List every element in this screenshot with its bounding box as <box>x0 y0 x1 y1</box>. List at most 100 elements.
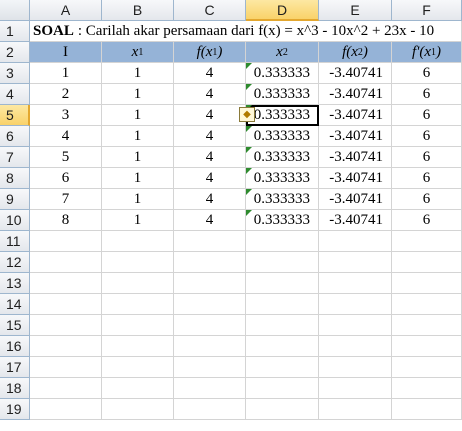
row-header-3[interactable]: 3 <box>0 63 30 84</box>
select-all-corner[interactable] <box>0 0 30 21</box>
cell-i[interactable]: 6 <box>30 168 102 189</box>
cell-fx1[interactable]: 4 <box>174 168 246 189</box>
row-header-2[interactable]: 2 <box>0 42 30 63</box>
cell-dfx1[interactable]: 6 <box>392 210 462 231</box>
empty-cell[interactable] <box>246 399 319 420</box>
cell-x1[interactable]: 1 <box>102 84 174 105</box>
row-header-7[interactable]: 7 <box>0 147 30 168</box>
cell-fx2[interactable]: -3.40741 <box>319 210 392 231</box>
cell-i[interactable]: 4 <box>30 126 102 147</box>
cell-i[interactable]: 8 <box>30 210 102 231</box>
empty-cell[interactable] <box>246 273 319 294</box>
cell-fx2[interactable]: -3.40741 <box>319 147 392 168</box>
cell-dfx1[interactable]: 6 <box>392 63 462 84</box>
cell-x2-active[interactable]: 0.333333 <box>246 105 319 126</box>
cell-i[interactable]: 7 <box>30 189 102 210</box>
empty-cell[interactable] <box>30 399 102 420</box>
row-header-18[interactable]: 18 <box>0 378 30 399</box>
cell-x2[interactable]: 0.333333 <box>246 168 319 189</box>
cell-dfx1[interactable]: 6 <box>392 126 462 147</box>
cell-x1[interactable]: 1 <box>102 168 174 189</box>
empty-cell[interactable] <box>174 231 246 252</box>
cell-x2[interactable]: 0.333333 <box>246 126 319 147</box>
cell-x1[interactable]: 1 <box>102 147 174 168</box>
empty-cell[interactable] <box>392 336 462 357</box>
cell-x1[interactable]: 1 <box>102 189 174 210</box>
cell-fx1[interactable]: 4 <box>174 147 246 168</box>
column-header-d[interactable]: D <box>246 0 319 21</box>
row-header-13[interactable]: 13 <box>0 273 30 294</box>
empty-cell[interactable] <box>102 378 174 399</box>
row-header-8[interactable]: 8 <box>0 168 30 189</box>
empty-cell[interactable] <box>174 273 246 294</box>
empty-cell[interactable] <box>30 231 102 252</box>
row-header-12[interactable]: 12 <box>0 252 30 273</box>
empty-cell[interactable] <box>174 336 246 357</box>
cell-fx2[interactable]: -3.40741 <box>319 63 392 84</box>
column-header-f[interactable]: F <box>392 0 462 21</box>
empty-cell[interactable] <box>319 294 392 315</box>
row-header-17[interactable]: 17 <box>0 357 30 378</box>
empty-cell[interactable] <box>319 336 392 357</box>
empty-cell[interactable] <box>174 357 246 378</box>
empty-cell[interactable] <box>246 315 319 336</box>
cell-x1[interactable]: 1 <box>102 126 174 147</box>
row-header-10[interactable]: 10 <box>0 210 30 231</box>
empty-cell[interactable] <box>392 273 462 294</box>
empty-cell[interactable] <box>30 252 102 273</box>
cell-fx1[interactable]: 4 <box>174 63 246 84</box>
empty-cell[interactable] <box>102 315 174 336</box>
cell-fx1[interactable]: 4 ◆ <box>174 105 255 126</box>
cell-fx2[interactable]: -3.40741 <box>319 189 392 210</box>
cell-fx2[interactable]: -3.40741 <box>319 105 392 126</box>
cell-fx1[interactable]: 4 <box>174 210 246 231</box>
empty-cell[interactable] <box>102 357 174 378</box>
empty-cell[interactable] <box>392 252 462 273</box>
empty-cell[interactable] <box>30 357 102 378</box>
empty-cell[interactable] <box>319 399 392 420</box>
empty-cell[interactable] <box>30 315 102 336</box>
empty-cell[interactable] <box>30 294 102 315</box>
empty-cell[interactable] <box>102 336 174 357</box>
empty-cell[interactable] <box>102 231 174 252</box>
row-header-19[interactable]: 19 <box>0 399 30 420</box>
empty-cell[interactable] <box>30 378 102 399</box>
empty-cell[interactable] <box>392 294 462 315</box>
empty-cell[interactable] <box>319 252 392 273</box>
empty-cell[interactable] <box>102 273 174 294</box>
header-i[interactable]: I <box>30 42 102 63</box>
empty-cell[interactable] <box>392 399 462 420</box>
row-header-6[interactable]: 6 <box>0 126 30 147</box>
cell-dfx1[interactable]: 6 <box>392 168 462 189</box>
row-header-15[interactable]: 15 <box>0 315 30 336</box>
empty-cell[interactable] <box>246 252 319 273</box>
cell-i[interactable]: 2 <box>30 84 102 105</box>
empty-cell[interactable] <box>174 294 246 315</box>
empty-cell[interactable] <box>392 378 462 399</box>
empty-cell[interactable] <box>30 336 102 357</box>
cell-fx1[interactable]: 4 <box>174 189 246 210</box>
header-fx2[interactable]: f(x 2) <box>319 42 392 63</box>
row-header-9[interactable]: 9 <box>0 189 30 210</box>
empty-cell[interactable] <box>102 294 174 315</box>
cell-fx1[interactable]: 4 <box>174 84 246 105</box>
column-header-b[interactable]: B <box>102 0 174 21</box>
empty-cell[interactable] <box>246 378 319 399</box>
empty-cell[interactable] <box>392 231 462 252</box>
cell-i[interactable]: 1 <box>30 63 102 84</box>
empty-cell[interactable] <box>319 378 392 399</box>
cell-x1[interactable]: 1 <box>102 63 174 84</box>
cell-fx2[interactable]: -3.40741 <box>319 84 392 105</box>
row-header-11[interactable]: 11 <box>0 231 30 252</box>
cell-x2[interactable]: 0.333333 <box>246 84 319 105</box>
cell-a1-title[interactable]: SOAL : Carilah akar persamaan dari f(x) … <box>30 21 462 42</box>
row-header-5[interactable]: 5 <box>0 105 30 126</box>
cell-x2[interactable]: 0.333333 <box>246 147 319 168</box>
cell-x2[interactable]: 0.333333 <box>246 210 319 231</box>
cell-dfx1[interactable]: 6 <box>392 105 462 126</box>
cell-i[interactable]: 5 <box>30 147 102 168</box>
cell-fx2[interactable]: -3.40741 <box>319 126 392 147</box>
